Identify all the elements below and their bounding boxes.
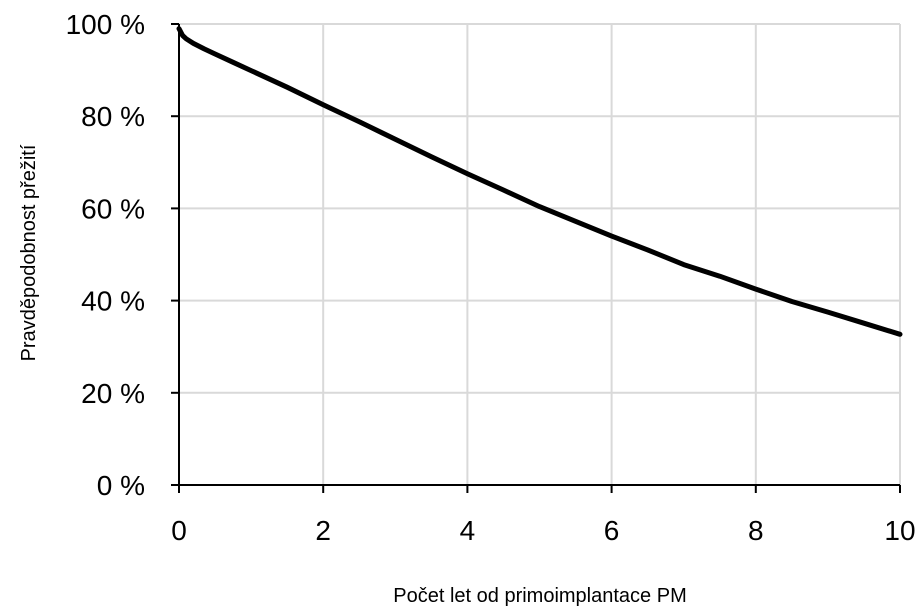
x-tick-label: 8 (748, 515, 764, 546)
x-tick-labels: 0 2 4 6 8 10 (171, 515, 915, 546)
y-tick-label: 60 % (81, 193, 145, 224)
axes (171, 23, 901, 493)
grid-lines (179, 23, 901, 485)
y-axis-title: Pravděpodobnost přežití (18, 144, 40, 361)
y-tick-label: 100 % (66, 9, 145, 40)
x-tick-label: 10 (884, 515, 915, 546)
series-layer (176, 26, 903, 337)
x-tick-label: 4 (460, 515, 476, 546)
series-line-survival (176, 26, 903, 337)
y-tick-label: 40 % (81, 286, 145, 317)
x-tick-label: 0 (171, 515, 187, 546)
y-tick-label: 80 % (81, 101, 145, 132)
x-tick-label: 2 (315, 515, 331, 546)
y-tick-label: 0 % (97, 470, 145, 501)
x-tick-label: 6 (604, 515, 620, 546)
y-tick-label: 20 % (81, 378, 145, 409)
y-tick-labels: 0 % 20 % 40 % 60 % 80 % 100 % (66, 9, 145, 501)
x-axis-title: Počet let od primoimplantace PM (393, 585, 686, 607)
